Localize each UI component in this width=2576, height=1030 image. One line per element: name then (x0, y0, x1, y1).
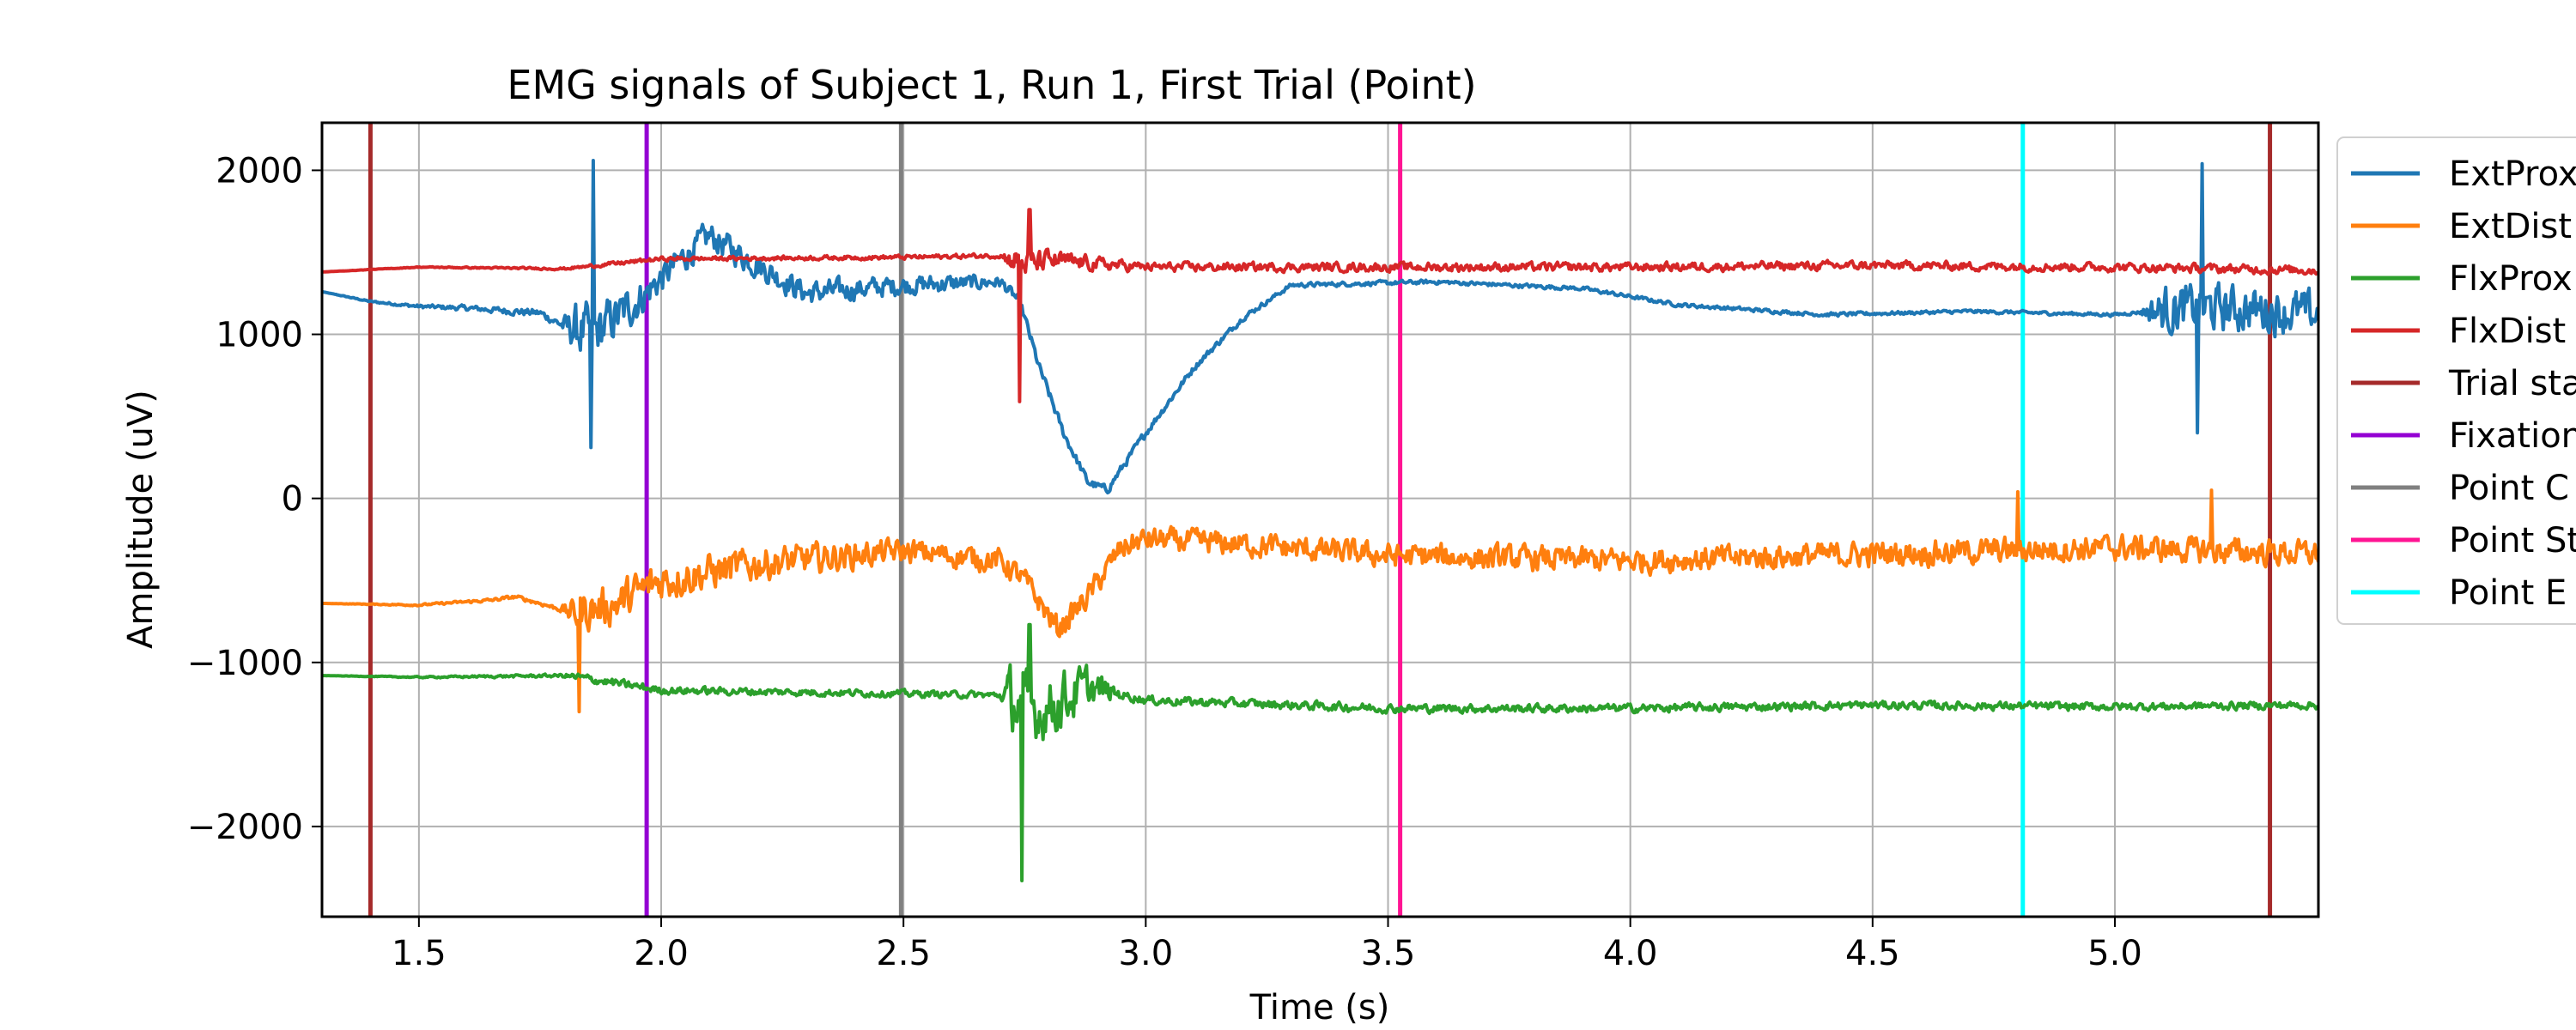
series-line-flxprox (322, 622, 2318, 882)
legend-label-point-c: Point C (2449, 469, 2569, 508)
plot-frame (320, 121, 2320, 918)
legend-label-extdist: ExtDist (2449, 207, 2572, 246)
series-line-extdist (322, 488, 2318, 714)
x-axis-label: Time (s) (1249, 988, 1390, 1027)
grid-layer (322, 123, 2318, 917)
legend-label-fixation: Fixation (2449, 416, 2576, 456)
plot-area (322, 123, 2318, 917)
legend-label-trial-sta: Trial sta (2448, 364, 2576, 403)
y-tick-label: 0 (282, 480, 303, 519)
chart-title: EMG signals of Subject 1, Run 1, First T… (507, 62, 1476, 108)
y-tick-label: −2000 (187, 808, 303, 847)
series-layer (322, 159, 2318, 882)
series-line-flxdist (322, 208, 2318, 403)
legend-label-point-st: Point St (2449, 521, 2576, 560)
x-tick-label: 1.5 (392, 934, 447, 973)
series-line-extprox (322, 159, 2318, 495)
legend: ExtProx ExtDist FlxProx FlxDist Trial sta Fix… (2336, 136, 2576, 625)
x-tick-label: 3.0 (1119, 934, 1174, 973)
x-tick-label: 2.5 (876, 934, 931, 973)
legend-label-point-e: Point E (2449, 573, 2567, 613)
x-tick-label: 4.5 (1845, 934, 1900, 973)
x-tick-label: 4.0 (1603, 934, 1658, 973)
x-tick-label: 2.0 (634, 934, 689, 973)
legend-label-flxprox: FlxProx (2449, 259, 2573, 299)
x-tick-label: 3.5 (1361, 934, 1416, 973)
x-tick-label: 5.0 (2087, 934, 2142, 973)
ticks-layer: 1.5 2.0 2.5 3.0 3.5 4.0 4.5 5.0 2000 1000 0 −1000 −2… (187, 151, 2142, 973)
legend-box (2336, 136, 2576, 625)
y-tick-label: −1000 (187, 644, 303, 683)
y-axis-label: Amplitude (uV) (121, 390, 161, 649)
y-tick-label: 2000 (216, 151, 303, 191)
event-lines-layer (368, 123, 2273, 917)
y-tick-label: 1000 (216, 316, 303, 355)
legend-label-flxdist: FlxDist (2449, 312, 2566, 351)
legend-label-extprox: ExtProx (2449, 154, 2576, 194)
